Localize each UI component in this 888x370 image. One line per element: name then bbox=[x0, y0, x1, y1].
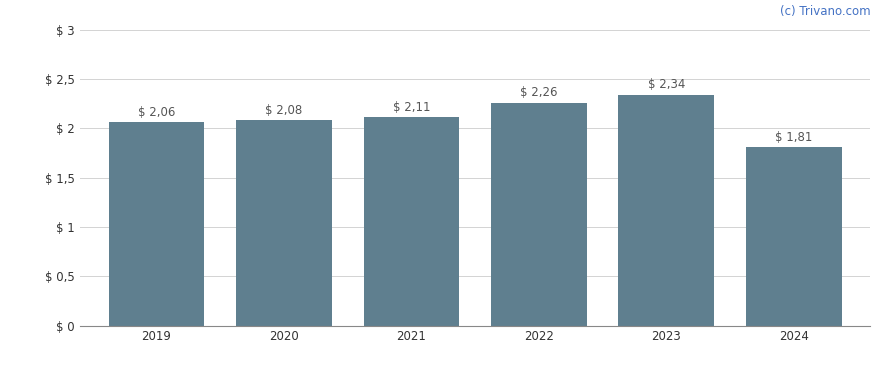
Text: (c) Trivano.com: (c) Trivano.com bbox=[780, 5, 870, 18]
Text: $ 2,34: $ 2,34 bbox=[647, 78, 685, 91]
Bar bbox=[236, 120, 332, 326]
Bar bbox=[108, 122, 204, 326]
Bar bbox=[746, 147, 842, 326]
Bar bbox=[491, 102, 587, 326]
Text: $ 2,26: $ 2,26 bbox=[520, 86, 558, 99]
Text: $ 2,06: $ 2,06 bbox=[138, 106, 175, 119]
Text: $ 1,81: $ 1,81 bbox=[775, 131, 813, 144]
Text: $ 2,11: $ 2,11 bbox=[392, 101, 430, 114]
Bar bbox=[363, 117, 459, 326]
Text: $ 2,08: $ 2,08 bbox=[266, 104, 303, 117]
Bar bbox=[618, 95, 714, 326]
